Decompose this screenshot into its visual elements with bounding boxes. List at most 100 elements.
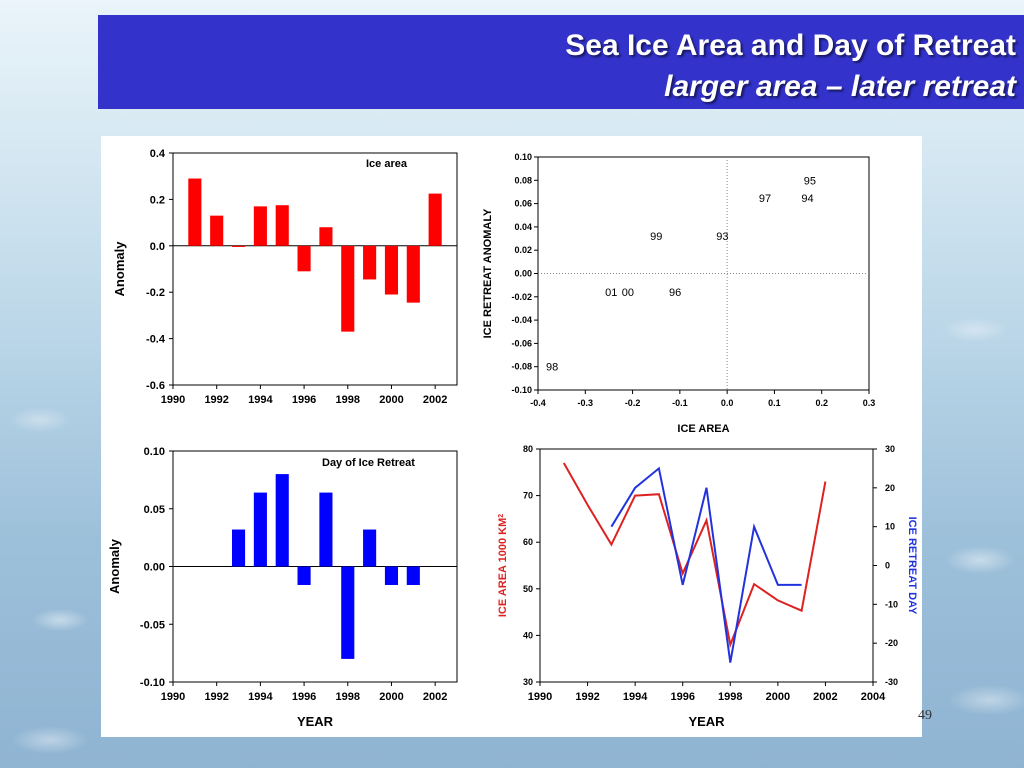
point-label-99: 99 xyxy=(650,231,662,243)
x-tick-label: -0.4 xyxy=(530,398,546,408)
y-tick-label: 0.05 xyxy=(144,504,165,516)
y-tick-label: -0.06 xyxy=(511,338,532,348)
retreat-day-y2label: ICE RETREAT DAY xyxy=(906,517,918,615)
x-tick-label: 2002 xyxy=(423,691,447,703)
x-tick-label: 1998 xyxy=(336,691,360,703)
point-label-93: 93 xyxy=(716,231,728,243)
x-tick-label: 1994 xyxy=(623,691,648,703)
ice-area-km-ylabel: ICE AREA 1000 KM2 xyxy=(497,514,509,617)
retreat-bar-1998 xyxy=(341,566,355,659)
y-tick-label: 80 xyxy=(523,444,533,454)
x-tick-label: 1992 xyxy=(575,691,599,703)
y-tick-label: -0.05 xyxy=(140,619,165,631)
y2-tick-label: 10 xyxy=(885,522,895,532)
y2-tick-label: 20 xyxy=(885,483,895,493)
x-tick-label: 2000 xyxy=(379,394,403,406)
retreat-bar-1996 xyxy=(297,566,311,585)
point-label-95: 95 xyxy=(804,175,816,187)
y-tick-label: -0.08 xyxy=(511,362,532,372)
x-tick-label: 2000 xyxy=(766,691,790,703)
ice-area-bar-1991 xyxy=(188,178,202,246)
y-tick-label: 0.4 xyxy=(150,148,166,160)
ice-area-bar-1993 xyxy=(231,245,246,247)
slide-number: 49 xyxy=(918,708,932,723)
point-label-01: 01 xyxy=(605,287,617,299)
retreat-ylabel: Anomaly xyxy=(107,538,122,594)
ice-area-anomaly-chart: -0.6 -0.4 -0.2 0.0 0.2 0.4 1990 1992 1994 1996 199… xyxy=(107,148,918,729)
retreat-bar-1995 xyxy=(275,474,289,567)
point-label-97: 97 xyxy=(759,193,771,205)
x-tick-label: 1990 xyxy=(528,691,552,703)
retreat-bar-2001 xyxy=(406,566,420,585)
ice-area-bar-1999 xyxy=(363,245,377,280)
point-label-96: 96 xyxy=(669,287,681,299)
x-tick-label: 1990 xyxy=(161,691,185,703)
x-tick-label: 1992 xyxy=(204,394,228,406)
point-label-98: 98 xyxy=(546,362,558,374)
y-tick-label: 40 xyxy=(523,630,533,640)
y-tick-label: 0.0 xyxy=(150,241,165,253)
ice-area-bar-1998 xyxy=(341,245,355,332)
y-tick-label: -0.2 xyxy=(146,287,165,299)
x-tick-label: 1992 xyxy=(204,691,228,703)
x-tick-label: 0.0 xyxy=(721,398,734,408)
retreat-bar-2000 xyxy=(384,566,399,585)
y2-tick-label: 30 xyxy=(885,444,895,454)
y-tick-label: 0.10 xyxy=(144,446,165,458)
slide-subtitle: larger area – later retreat xyxy=(664,70,1016,103)
x-tick-label: 1998 xyxy=(336,394,360,406)
retreat-day-line xyxy=(610,466,802,663)
x-tick-label: 1994 xyxy=(248,394,273,406)
x-tick-label: 1994 xyxy=(248,691,273,703)
y-tick-label: -0.6 xyxy=(146,380,165,392)
x-tick-label: 1996 xyxy=(292,691,316,703)
x-tick-label: 2000 xyxy=(379,691,403,703)
x-tick-label: 0.1 xyxy=(768,398,781,408)
x-tick-label: -0.3 xyxy=(578,398,594,408)
point-label-00: 00 xyxy=(622,287,634,299)
x-tick-label: 1996 xyxy=(670,691,694,703)
x-tick-label: 0.2 xyxy=(815,398,828,408)
y-tick-label: 60 xyxy=(523,537,533,547)
y-tick-label: 0.00 xyxy=(514,269,532,279)
x-tick-label: 1998 xyxy=(718,691,742,703)
y-tick-label: 70 xyxy=(523,491,533,501)
slide-title: Sea Ice Area and Day of Retreat xyxy=(565,29,1016,62)
scatter-ylabel: ICE RETREAT ANOMALY xyxy=(482,208,494,338)
y-tick-label: 0.04 xyxy=(514,222,532,232)
y-tick-label: 0.02 xyxy=(514,245,532,255)
x-tick-label: 1990 xyxy=(161,394,185,406)
ice-area-bar-1997 xyxy=(319,227,333,246)
ice-area-annotation: Ice area xyxy=(366,158,408,170)
y-tick-label: -0.04 xyxy=(511,315,532,325)
ice-area-bar-1992 xyxy=(210,215,224,246)
y-tick-label: -0.4 xyxy=(146,334,166,346)
scatter-xlabel: ICE AREA xyxy=(677,423,729,435)
y-tick-label: 50 xyxy=(523,584,533,594)
y-tick-label: -0.10 xyxy=(511,385,532,395)
x-tick-label: 1996 xyxy=(292,394,316,406)
dual-line-xlabel: YEAR xyxy=(688,714,725,729)
ice-area-bar-2002 xyxy=(428,193,442,246)
ice-area-bar-1994 xyxy=(253,206,267,246)
ice-area-bar-1995 xyxy=(275,205,289,246)
y2-tick-label: -10 xyxy=(885,599,898,609)
y-tick-label: 0.2 xyxy=(150,194,165,206)
ice-area-bar-2000 xyxy=(384,245,399,295)
y2-tick-label: -20 xyxy=(885,638,898,648)
y-tick-label: 0.08 xyxy=(514,175,532,185)
x-tick-label: -0.2 xyxy=(625,398,641,408)
title-bar: Sea Ice Area and Day of Retreat larger a… xyxy=(98,15,1024,109)
x-tick-label: 2002 xyxy=(423,394,447,406)
x-tick-label: 2004 xyxy=(861,691,886,703)
dual-line-plot-frame xyxy=(539,448,874,683)
x-tick-label: 0.3 xyxy=(863,398,876,408)
y-tick-label: -0.02 xyxy=(511,292,532,302)
y-tick-label: -0.10 xyxy=(140,677,165,689)
ice-area-plot-frame xyxy=(172,152,458,386)
y2-tick-label: -30 xyxy=(885,677,898,687)
ice-area-line xyxy=(562,462,827,649)
retreat-bar-1997 xyxy=(319,492,333,567)
retreat-bar-1994 xyxy=(253,492,267,567)
y-tick-label: 0.06 xyxy=(514,199,532,209)
